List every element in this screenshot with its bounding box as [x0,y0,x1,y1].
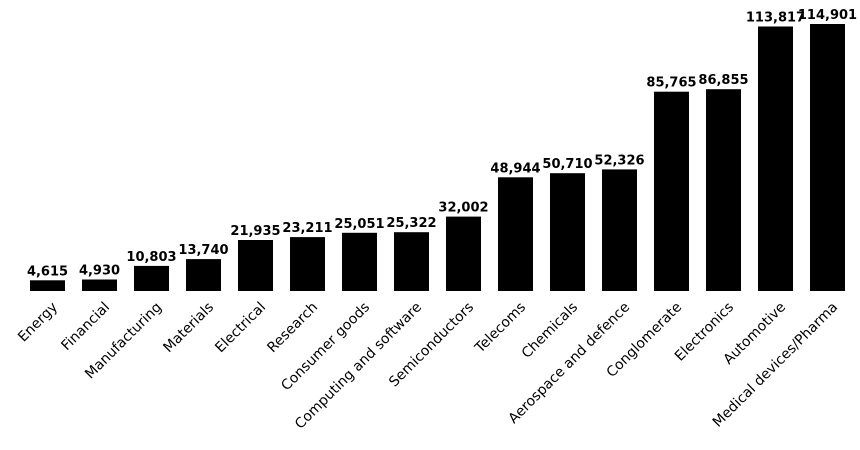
bar-manufacturing [134,265,169,291]
category-label-energy: Energy [15,299,61,345]
value-label-electronics: 86,855 [698,73,748,88]
bar-aerospace-and-defence [602,169,637,291]
bar-telecoms [498,177,533,291]
value-label-materials: 13,740 [178,243,228,258]
value-label-energy: 4,615 [27,264,68,279]
bar-electrical [238,240,273,291]
value-label-medical-devices-pharma: 114,901 [798,8,857,23]
value-label-computing-and-software: 25,322 [386,216,436,231]
bar-conglomerate [654,91,689,291]
value-label-automotive: 113,817 [746,11,805,26]
bar-electronics [706,89,741,291]
bar-materials [186,259,221,291]
bar-medical-devices-pharma [810,24,845,291]
category-label-materials: Materials [160,299,217,356]
bar-consumer-goods [342,232,377,291]
value-label-consumer-goods: 25,051 [334,217,384,232]
value-label-research: 23,211 [282,221,332,236]
value-label-financial: 4,930 [79,264,120,279]
value-label-telecoms: 48,944 [490,161,540,176]
bar-computing-and-software [394,232,429,291]
value-label-manufacturing: 10,803 [126,250,176,265]
bar-chemicals [550,173,585,291]
value-label-semiconductors: 32,002 [438,201,488,216]
bar-energy [30,280,65,291]
bars-group [30,24,845,291]
value-label-aerospace-and-defence: 52,326 [594,153,644,168]
value-label-conglomerate: 85,765 [646,76,696,91]
category-label-financial: Financial [58,299,113,354]
value-label-electrical: 21,935 [230,224,280,239]
category-label-consumer-goods: Consumer goods [278,299,373,394]
bar-financial [82,279,117,291]
bar-semiconductors [446,216,481,291]
category-label-electrical: Electrical [212,299,269,356]
value-label-chemicals: 50,710 [542,157,592,172]
bar-automotive [758,26,793,291]
bar-research [290,237,325,291]
category-labels-group: EnergyFinancialManufacturingMaterialsEle… [15,299,841,432]
